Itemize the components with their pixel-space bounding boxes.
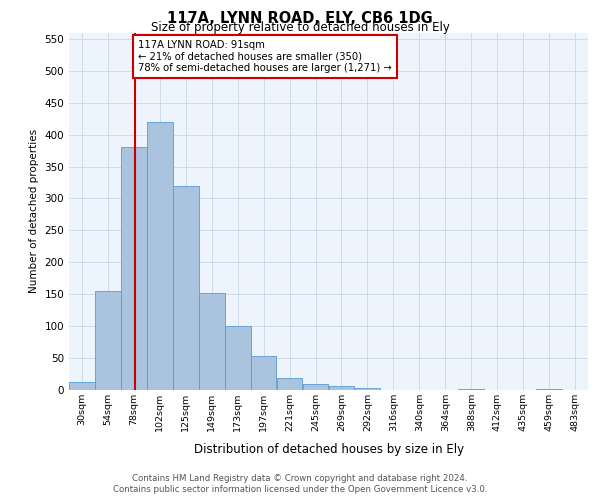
Text: 117A, LYNN ROAD, ELY, CB6 1DG: 117A, LYNN ROAD, ELY, CB6 1DG — [167, 11, 433, 26]
Bar — [458, 388, 484, 390]
Y-axis label: Number of detached properties: Number of detached properties — [29, 129, 39, 294]
Bar — [173, 186, 199, 390]
Bar — [251, 356, 277, 390]
Text: Size of property relative to detached houses in Ely: Size of property relative to detached ho… — [151, 21, 449, 34]
Bar — [147, 122, 173, 390]
Text: Distribution of detached houses by size in Ely: Distribution of detached houses by size … — [194, 442, 464, 456]
Text: Contains HM Land Registry data © Crown copyright and database right 2024.
Contai: Contains HM Land Registry data © Crown c… — [113, 474, 487, 494]
Bar — [225, 326, 251, 390]
Bar — [199, 293, 224, 390]
Bar — [121, 148, 147, 390]
Text: 117A LYNN ROAD: 91sqm
← 21% of detached houses are smaller (350)
78% of semi-det: 117A LYNN ROAD: 91sqm ← 21% of detached … — [138, 40, 392, 74]
Bar — [95, 291, 121, 390]
Bar — [329, 386, 355, 390]
Bar — [355, 388, 380, 390]
Bar — [277, 378, 302, 390]
Bar — [302, 384, 328, 390]
Bar — [69, 382, 95, 390]
